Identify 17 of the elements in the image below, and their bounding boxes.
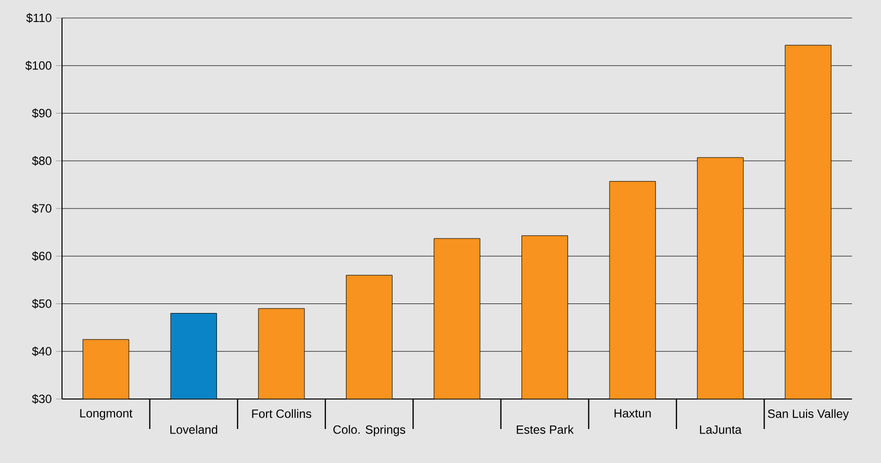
y-tick-label: $30: [32, 394, 52, 404]
x-tick-label: Longmont: [80, 409, 132, 420]
y-tick-label: $70: [32, 204, 52, 214]
x-tick-label: Loveland: [170, 425, 218, 434]
y-tick-label: $60: [32, 251, 52, 261]
y-tick-label: $80: [32, 156, 52, 166]
y-tick-label: $100: [25, 60, 52, 70]
y-tick-label: $90: [32, 108, 52, 118]
x-tick-label: Fort Collins: [252, 409, 312, 418]
x-tick-label: Colo. Springs: [333, 425, 406, 436]
y-tick-label: $110: [26, 13, 52, 23]
x-tick-label: San Luis Valley: [768, 409, 849, 420]
x-tick-label: LaJunta: [700, 426, 742, 434]
x-tick-label: Haxtun: [614, 409, 651, 418]
y-tick-label: $50: [32, 298, 52, 309]
x-tick-label: Estes Park: [516, 425, 574, 434]
y-tick-label: $40: [32, 346, 52, 356]
